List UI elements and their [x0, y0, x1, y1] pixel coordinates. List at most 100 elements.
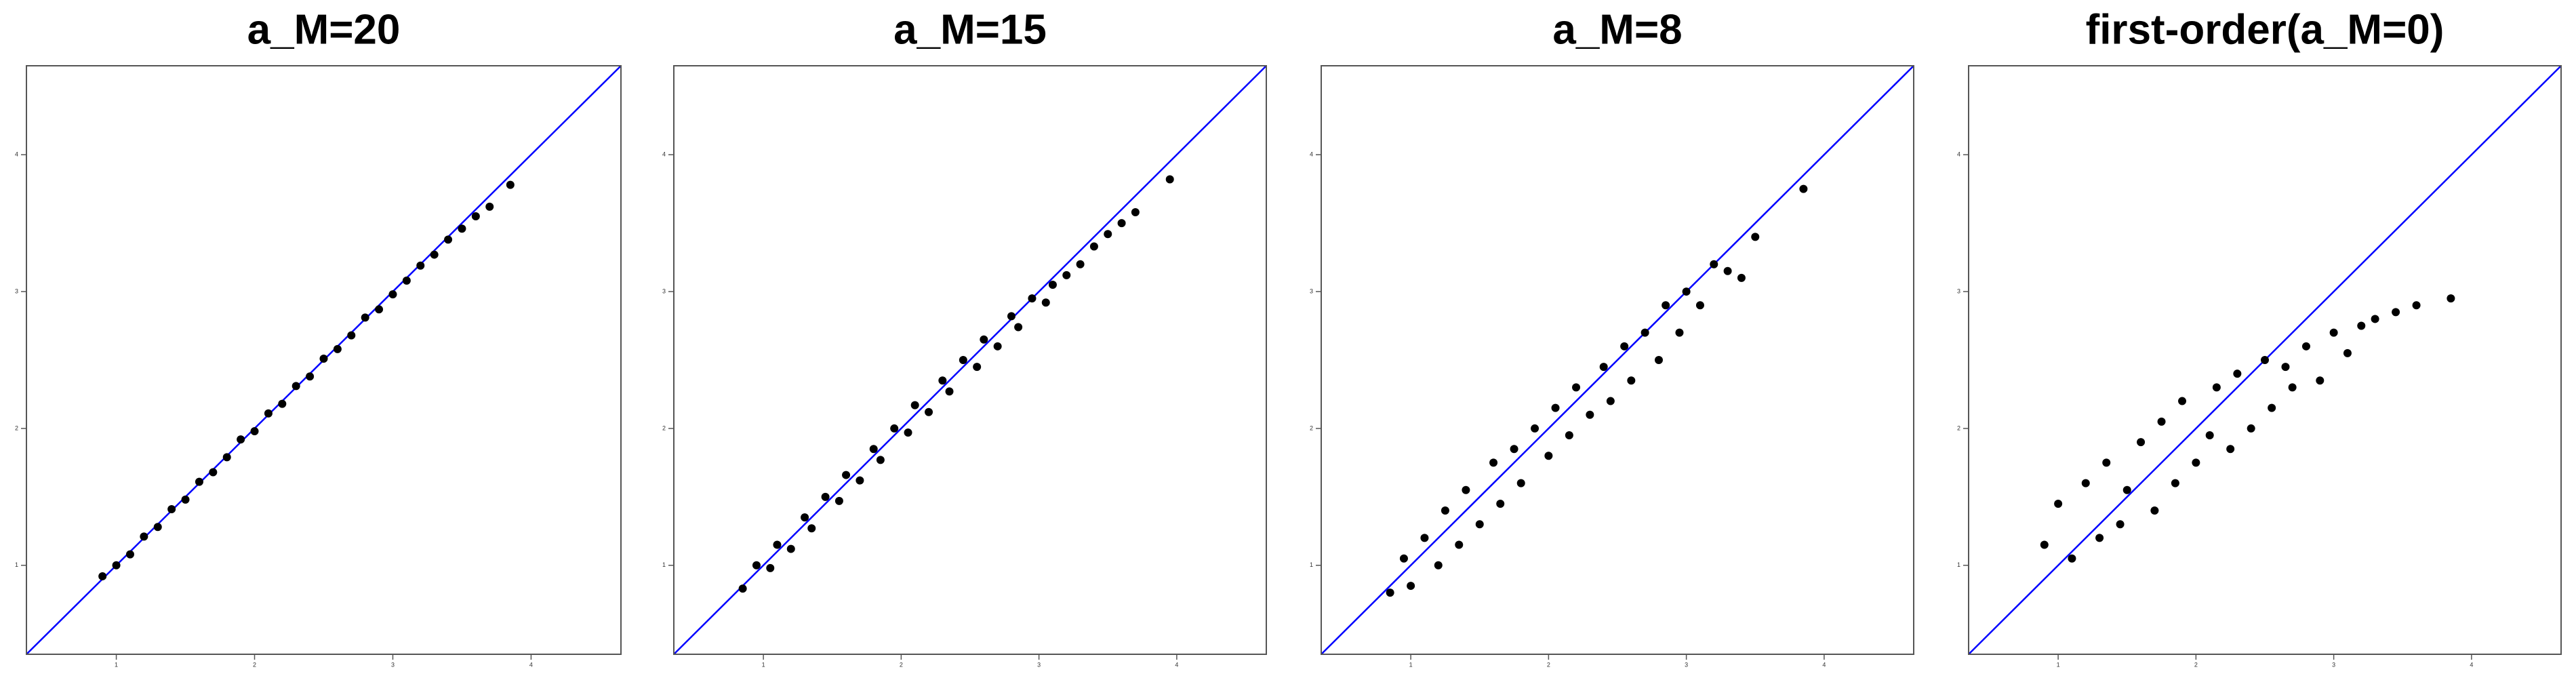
point — [2233, 370, 2242, 378]
point — [1723, 266, 1732, 275]
point — [1165, 175, 1174, 184]
points — [738, 175, 1174, 593]
y-tick-label: 3 — [662, 287, 666, 294]
point — [1682, 287, 1691, 296]
point — [2192, 458, 2200, 467]
point — [1048, 280, 1057, 289]
y-tick-label: 3 — [15, 287, 18, 294]
point — [2122, 485, 2131, 494]
point — [938, 376, 947, 385]
chart-title: a_M=15 — [893, 6, 1047, 53]
point — [2102, 458, 2111, 467]
point — [506, 180, 515, 189]
x-tick-label: 2 — [900, 661, 903, 668]
point — [2247, 424, 2255, 433]
point — [2301, 342, 2310, 351]
point — [856, 476, 864, 485]
point — [1599, 363, 1608, 372]
point — [2178, 397, 2187, 405]
point — [125, 550, 134, 559]
x-tick-label: 3 — [1685, 661, 1688, 668]
reference-line — [674, 66, 1266, 654]
point — [2288, 383, 2297, 392]
point — [112, 561, 121, 570]
point — [306, 372, 315, 381]
point — [444, 235, 453, 244]
point — [2329, 328, 2338, 337]
point — [2212, 383, 2221, 392]
x-tick-label: 1 — [115, 661, 118, 668]
point — [2343, 348, 2352, 357]
point — [959, 356, 967, 364]
point — [2040, 540, 2049, 549]
y-tick-label: 4 — [1957, 151, 1960, 158]
point — [2357, 321, 2366, 330]
point — [1544, 452, 1553, 460]
point — [801, 513, 809, 522]
points — [98, 180, 515, 580]
y-tick-label: 1 — [15, 561, 18, 568]
point — [1131, 207, 1140, 216]
x-tick-label: 1 — [1409, 661, 1413, 668]
point — [807, 524, 816, 533]
y-tick-label: 2 — [15, 424, 18, 431]
panel: a_M=20 1 2 3 4 1 2 3 4 — [15, 6, 622, 668]
point — [980, 335, 988, 344]
point — [2116, 520, 2125, 529]
chart-title: a_M=8 — [1552, 6, 1682, 53]
point — [1462, 485, 1470, 494]
plot-frame — [26, 65, 622, 655]
point — [2268, 403, 2276, 412]
point — [1007, 312, 1015, 321]
points — [2040, 294, 2455, 563]
point — [1420, 534, 1429, 542]
point — [2068, 554, 2076, 563]
panel: first-order(a_M=0) 1 2 3 4 1 2 3 4 — [1957, 6, 2562, 668]
point — [821, 492, 830, 501]
point — [2412, 301, 2421, 310]
point — [2371, 315, 2379, 323]
y-tick-label: 3 — [1957, 287, 1960, 294]
point — [1620, 342, 1629, 351]
point — [876, 456, 885, 464]
point — [910, 401, 919, 410]
point — [1510, 445, 1518, 454]
y-tick-label: 4 — [662, 151, 666, 158]
points — [1386, 184, 1808, 597]
point — [1799, 184, 1808, 193]
point — [140, 532, 148, 541]
point — [1014, 323, 1023, 332]
point — [237, 435, 245, 444]
point — [1627, 376, 1636, 385]
point — [264, 409, 273, 418]
x-tick-label: 4 — [2470, 661, 2473, 668]
point — [1751, 233, 1760, 241]
point — [2261, 356, 2269, 364]
point — [1475, 520, 1484, 529]
y-tick-label: 3 — [1310, 287, 1313, 294]
point — [1117, 219, 1126, 228]
point — [209, 468, 218, 477]
point — [402, 276, 411, 285]
point — [1516, 479, 1525, 487]
point — [2281, 363, 2290, 372]
y-tick-label: 1 — [662, 561, 666, 568]
x-tick-label: 2 — [253, 661, 256, 668]
point — [319, 354, 328, 363]
point — [2157, 417, 2166, 426]
point — [222, 453, 231, 462]
point — [1407, 582, 1415, 591]
point — [195, 477, 203, 486]
point — [98, 572, 107, 580]
point — [1434, 561, 1443, 570]
x-tick-label: 3 — [391, 661, 395, 668]
chart-title: first-order(a_M=0) — [2086, 6, 2444, 53]
point — [2054, 499, 2063, 508]
point — [347, 331, 356, 340]
point — [458, 224, 466, 233]
point — [1399, 554, 1408, 563]
point — [1737, 273, 1746, 282]
point — [1531, 424, 1539, 433]
point — [375, 305, 384, 314]
